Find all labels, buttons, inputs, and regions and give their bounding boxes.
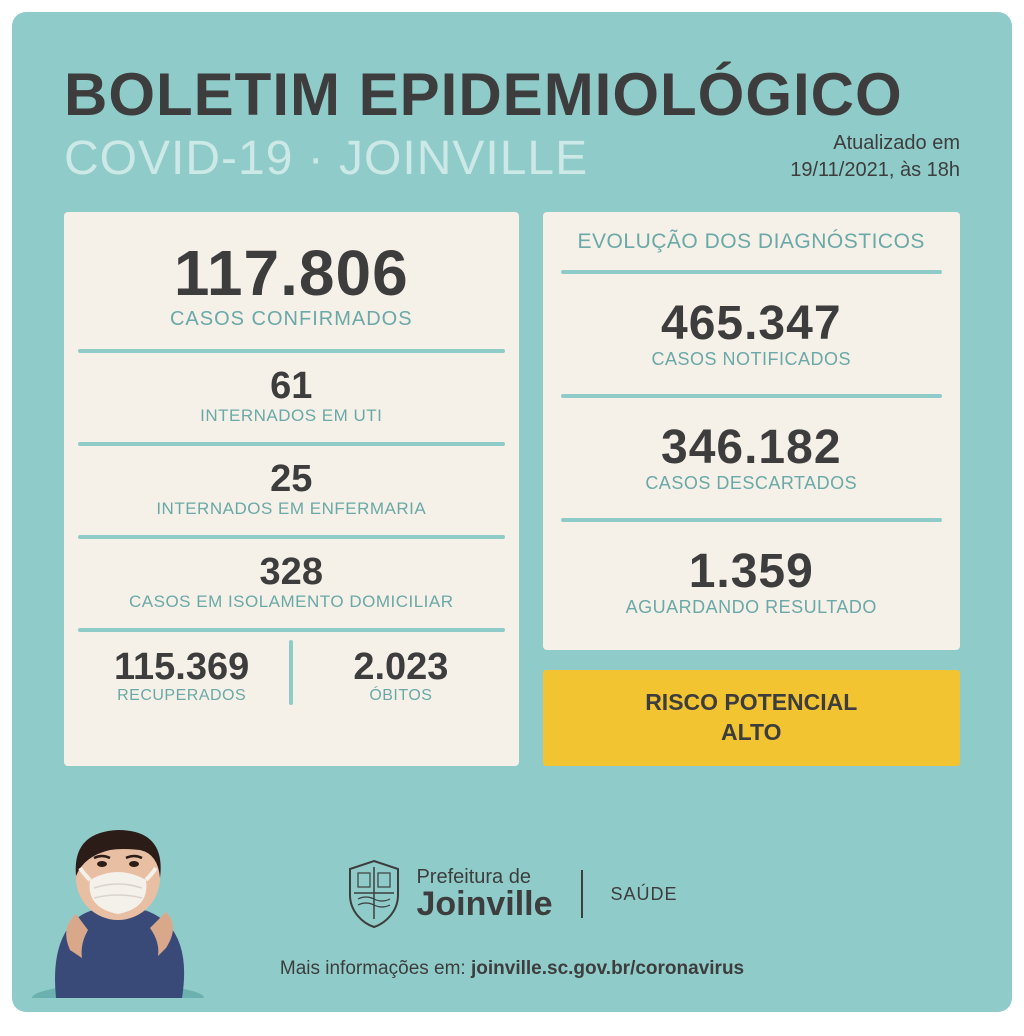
logo-text: Prefeitura de Joinville	[416, 867, 552, 921]
bulletin-card: BOLETIM EPIDEMIOLÓGICO COVID-19 · JOINVI…	[12, 12, 1012, 1012]
stat-isolation-label: CASOS EM ISOLAMENTO DOMICILIAR	[74, 592, 509, 612]
stat-ward-label: INTERNADOS EM ENFERMARIA	[74, 499, 509, 519]
diagnostics-title: EVOLUÇÃO DOS DIAGNÓSTICOS	[557, 226, 946, 264]
stat-icu: 61 INTERNADOS EM UTI	[74, 359, 509, 436]
updated-line1: Atualizado em	[833, 132, 960, 154]
panels: 117.806 CASOS CONFIRMADOS 61 INTERNADOS …	[64, 212, 960, 766]
divider-vertical	[581, 870, 583, 918]
stat-deaths: 2.023 ÓBITOS	[293, 638, 508, 707]
stat-bottom-pair: 115.369 RECUPERADOS 2.023 ÓBITOS	[74, 638, 509, 707]
risk-line2: ALTO	[721, 719, 781, 745]
stat-discarded: 346.182 CASOS DESCARTADOS	[557, 404, 946, 512]
stat-isolation: 328 CASOS EM ISOLAMENTO DOMICILIAR	[74, 545, 509, 622]
risk-line1: RISCO POTENCIAL	[645, 689, 857, 715]
title-main: BOLETIM EPIDEMIOLÓGICO	[64, 60, 960, 129]
stat-awaiting-label: AGUARDANDO RESULTADO	[557, 597, 946, 618]
city-crest-icon	[346, 859, 402, 929]
mask-person-icon	[26, 808, 206, 998]
stat-discarded-label: CASOS DESCARTADOS	[557, 473, 946, 494]
header: BOLETIM EPIDEMIOLÓGICO COVID-19 · JOINVI…	[64, 60, 960, 186]
updated-line2: 19/11/2021, às 18h	[790, 159, 960, 181]
dept-label: SAÚDE	[611, 884, 678, 905]
stat-icu-value: 61	[74, 365, 509, 408]
logo-block: Prefeitura de Joinville SAÚDE	[346, 859, 677, 929]
divider	[561, 518, 942, 522]
org-line2: Joinville	[416, 887, 552, 921]
stat-notified: 465.347 CASOS NOTIFICADOS	[557, 280, 946, 388]
stat-awaiting: 1.359 AGUARDANDO RESULTADO	[557, 528, 946, 636]
stat-ward: 25 INTERNADOS EM ENFERMARIA	[74, 452, 509, 529]
stat-notified-label: CASOS NOTIFICADOS	[557, 349, 946, 370]
stat-notified-value: 465.347	[557, 296, 946, 351]
divider	[78, 442, 505, 446]
divider	[78, 628, 505, 632]
divider	[78, 349, 505, 353]
stat-confirmed-label: CASOS CONFIRMADOS	[74, 308, 509, 331]
stat-isolation-value: 328	[74, 551, 509, 594]
stat-recovered-value: 115.369	[74, 646, 289, 689]
stat-icu-label: INTERNADOS EM UTI	[74, 406, 509, 426]
divider	[78, 535, 505, 539]
stat-awaiting-value: 1.359	[557, 544, 946, 599]
stat-discarded-value: 346.182	[557, 420, 946, 475]
stat-ward-value: 25	[74, 458, 509, 501]
divider	[561, 270, 942, 274]
panel-right-col: EVOLUÇÃO DOS DIAGNÓSTICOS 465.347 CASOS …	[543, 212, 960, 766]
divider	[561, 394, 942, 398]
stat-deaths-label: ÓBITOS	[293, 687, 508, 705]
org-line1: Prefeitura de	[416, 867, 552, 887]
stat-recovered: 115.369 RECUPERADOS	[74, 638, 289, 707]
stat-deaths-value: 2.023	[293, 646, 508, 689]
updated-timestamp: Atualizado em 19/11/2021, às 18h	[790, 130, 960, 184]
stat-recovered-label: RECUPERADOS	[74, 687, 289, 705]
stat-confirmed: 117.806 CASOS CONFIRMADOS	[74, 232, 509, 343]
stat-confirmed-value: 117.806	[74, 236, 509, 310]
more-info-link: joinville.sc.gov.br/coronavirus	[471, 958, 744, 979]
more-info-prefix: Mais informações em:	[280, 958, 471, 979]
panel-cases: 117.806 CASOS CONFIRMADOS 61 INTERNADOS …	[64, 212, 519, 766]
risk-banner: RISCO POTENCIAL ALTO	[543, 670, 960, 766]
panel-diagnostics: EVOLUÇÃO DOS DIAGNÓSTICOS 465.347 CASOS …	[543, 212, 960, 650]
